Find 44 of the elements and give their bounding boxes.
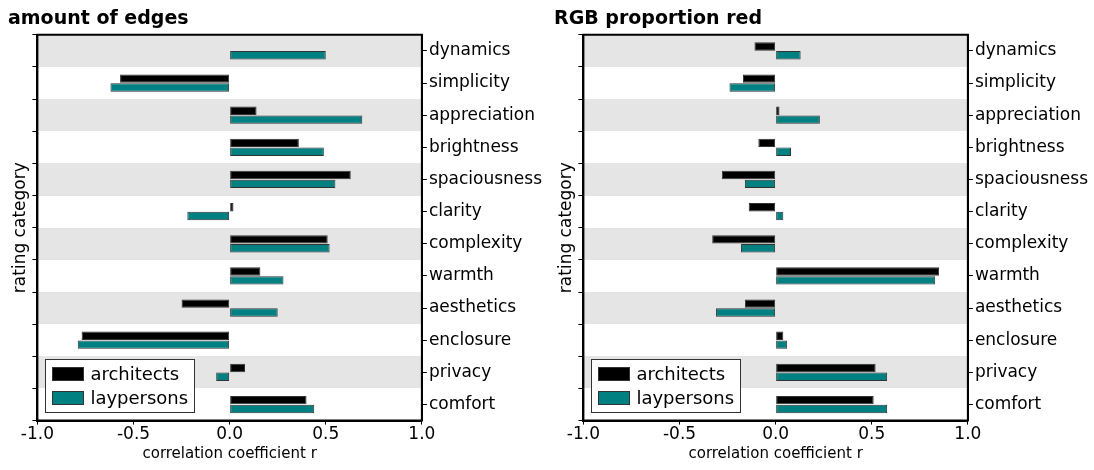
y-tick-label: appreciation [974, 103, 1082, 124]
y-tick-label: comfort [428, 392, 496, 413]
y-tick-label: simplicity [428, 71, 511, 92]
y-tick-label: brightness [974, 135, 1065, 156]
x-tick-label: 0.0 [762, 423, 790, 444]
x-tick-label: 1.0 [408, 423, 436, 444]
y-tick-label: clarity [974, 200, 1028, 221]
x-axis-title: correlation coefficient r [142, 443, 318, 462]
x-tick-label: 1.0 [954, 423, 982, 444]
y-tick-label: comfort [974, 392, 1042, 413]
y-tick-label: warmth [428, 264, 494, 285]
y-tick-label: clarity [428, 200, 482, 221]
y-axis-title: rating category [8, 162, 29, 294]
y-tick-label: brightness [428, 135, 519, 156]
y-tick-label: enclosure [428, 328, 512, 349]
legend-label: architects [636, 361, 726, 386]
y-tick-label: aesthetics [974, 296, 1063, 317]
legend-label: laypersons [90, 385, 189, 410]
chart-title: RGB proportion red [554, 6, 763, 29]
legend-label: architects [90, 361, 180, 386]
x-tick-label: -1.0 [566, 423, 600, 444]
y-axis-title: rating category [554, 162, 575, 294]
y-tick-label: privacy [974, 360, 1038, 381]
y-tick-label: enclosure [974, 328, 1058, 349]
x-tick-label: -0.5 [116, 423, 151, 444]
y-tick-label: complexity [428, 232, 523, 253]
y-tick-label: spaciousness [428, 167, 543, 188]
y-tick-label: complexity [974, 232, 1069, 253]
x-tick-label: -1.0 [20, 423, 54, 444]
y-tick-label: simplicity [974, 71, 1057, 92]
y-tick-label: privacy [428, 360, 492, 381]
x-tick-label: 0.0 [216, 423, 244, 444]
legend-label: laypersons [636, 385, 735, 410]
x-axis-title: correlation coefficient r [688, 443, 864, 462]
y-tick-label: aesthetics [428, 296, 517, 317]
x-tick-label: 0.5 [312, 423, 340, 444]
y-tick-label: dynamics [428, 39, 511, 60]
x-tick-label: 0.5 [858, 423, 886, 444]
x-tick-label: -0.5 [662, 423, 697, 444]
y-tick-label: dynamics [974, 39, 1057, 60]
y-tick-label: appreciation [428, 103, 536, 124]
y-tick-label: spaciousness [974, 167, 1089, 188]
chart-title: amount of edges [8, 6, 189, 29]
y-tick-label: warmth [974, 264, 1040, 285]
